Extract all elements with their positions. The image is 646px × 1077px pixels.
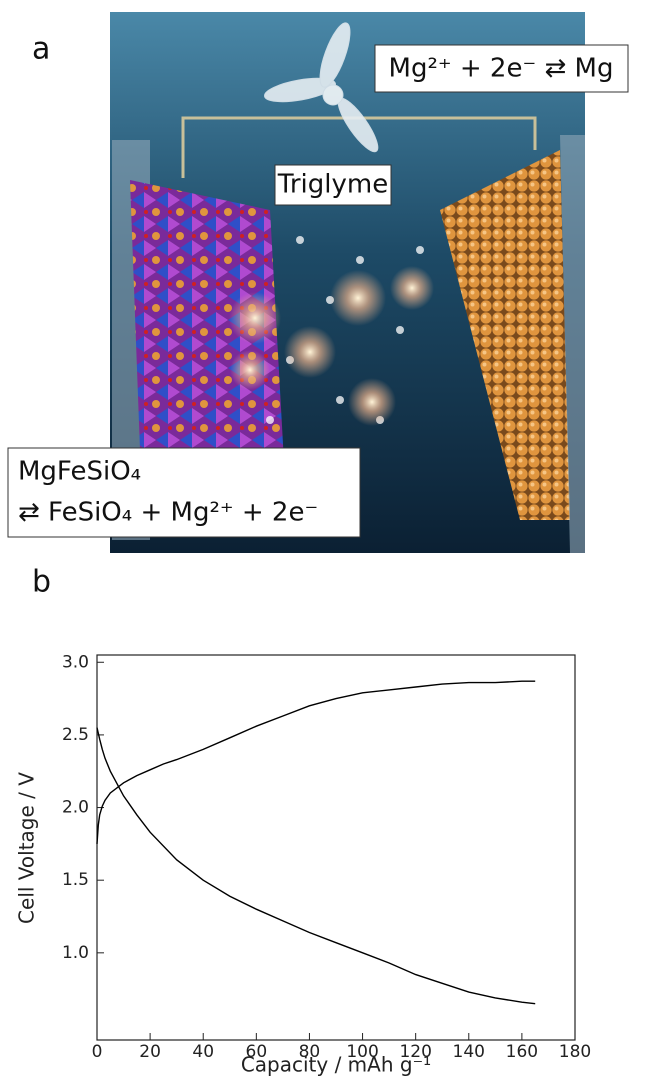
illustration	[7, 12, 629, 553]
y-axis-label: Cell Voltage / V	[15, 772, 39, 924]
y-tick-label: 2.5	[62, 725, 89, 745]
y-tick-label: 3.0	[62, 652, 89, 672]
cathode-label: MgFeSiO₄	[18, 457, 141, 487]
reaction-label: Mg²⁺ + 2e⁻ ⇄ Mg	[389, 54, 614, 84]
x-tick-label: 160	[506, 1042, 538, 1062]
voltage-curve	[96, 680, 536, 844]
x-tick-label: 20	[139, 1042, 161, 1062]
x-tick-label: 180	[559, 1042, 591, 1062]
voltage-curve	[96, 727, 536, 1005]
y-tick-label: 1.5	[62, 870, 89, 890]
x-tick-label: 140	[453, 1042, 485, 1062]
plot-frame	[96, 654, 576, 1041]
y-tick-label: 1.0	[62, 943, 89, 963]
cathode-label: ⇄ FeSiO₄ + Mg²⁺ + 2e⁻	[18, 498, 318, 528]
x-tick-label: 120	[399, 1042, 431, 1062]
x-tick-label: 0	[92, 1042, 103, 1062]
y-tick-label: 2.0	[62, 798, 89, 818]
x-tick-label: 40	[192, 1042, 214, 1062]
x-axis-label: Capacity / mAh g⁻¹	[241, 1053, 431, 1077]
panel-letter: b	[32, 565, 51, 600]
panel-letter: a	[32, 32, 50, 67]
x-tick-label: 100	[346, 1042, 378, 1062]
x-tick-label: 60	[246, 1042, 268, 1062]
electrolyte-label: Triglyme	[277, 170, 388, 200]
x-tick-label: 80	[299, 1042, 321, 1062]
